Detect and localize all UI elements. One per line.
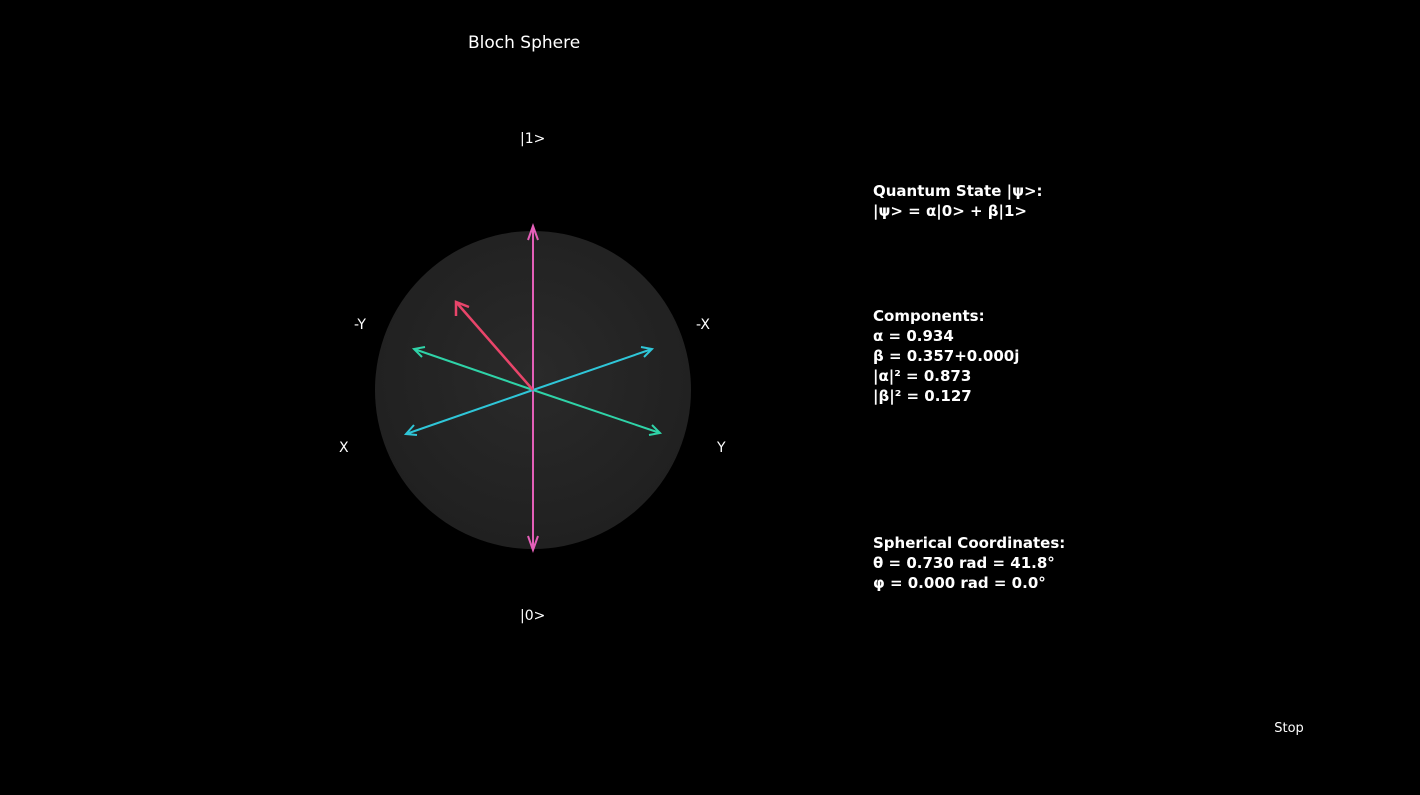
theta-value: θ = 0.730 rad = 41.8° <box>873 554 1055 572</box>
beta-squared-value: |β|² = 0.127 <box>873 387 972 405</box>
alpha-squared-value: |α|² = 0.873 <box>873 367 972 385</box>
components-panel: Components: α = 0.934 β = 0.357+0.000j |… <box>873 306 1019 406</box>
plot-title: Bloch Sphere <box>468 33 581 53</box>
state-vector-arrow <box>454 300 534 391</box>
quantum-state-heading: Quantum State |ψ>: <box>873 182 1043 200</box>
axis-label-neg-y: -Y <box>354 317 366 333</box>
axis-label-neg-x: -X <box>696 317 710 333</box>
axis-label-zero: |0> <box>520 608 546 624</box>
quantum-state-formula: |ψ> = α|0> + β|1> <box>873 202 1027 220</box>
beta-value: β = 0.357+0.000j <box>873 347 1020 365</box>
alpha-value: α = 0.934 <box>873 327 954 345</box>
spherical-heading: Spherical Coordinates: <box>873 534 1066 552</box>
axis-label-one: |1> <box>520 131 546 147</box>
quantum-state-panel: Quantum State |ψ>: |ψ> = α|0> + β|1> <box>873 181 1043 221</box>
z-axis <box>527 223 539 553</box>
phi-value: φ = 0.000 rad = 0.0° <box>873 574 1046 592</box>
axis-label-y: Y <box>717 440 726 456</box>
axis-label-x: X <box>339 440 349 456</box>
spherical-coordinates-panel: Spherical Coordinates: θ = 0.730 rad = 4… <box>873 533 1065 593</box>
stop-button[interactable]: Stop <box>1260 715 1318 741</box>
components-heading: Components: <box>873 307 985 325</box>
x-axis <box>403 346 655 436</box>
y-axis <box>411 346 663 436</box>
